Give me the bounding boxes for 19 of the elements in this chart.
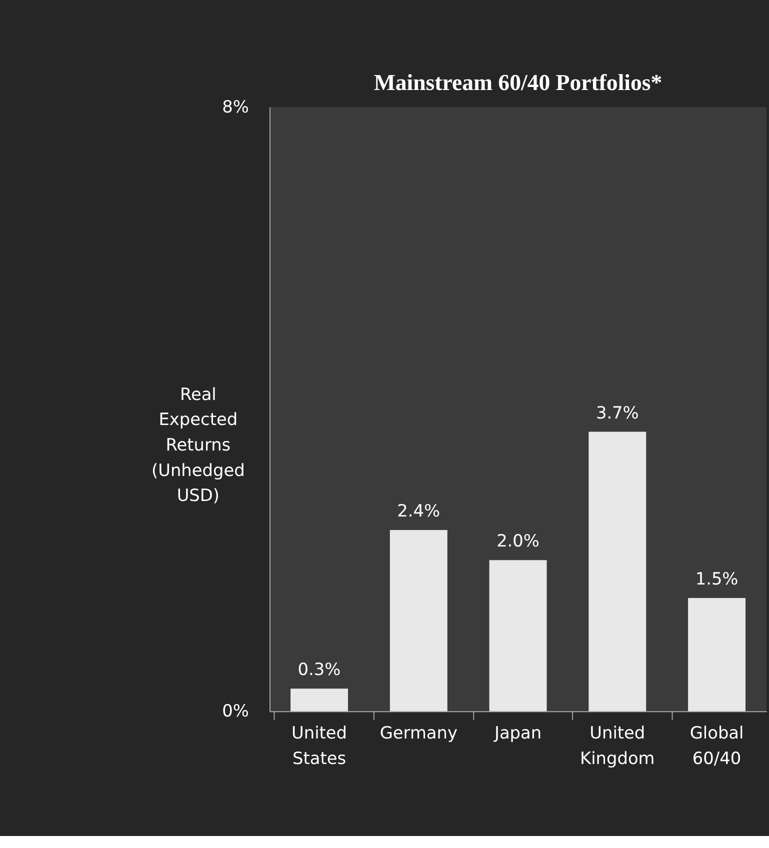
y-axis-title: Real Expected Returns (Unhedged USD) (152, 384, 245, 506)
x-tick-label: Japan (493, 722, 542, 743)
bar (489, 560, 547, 712)
x-tick-label: United States (292, 722, 348, 768)
bar (390, 530, 448, 712)
data-label: 2.0% (496, 530, 540, 551)
bar (290, 688, 348, 712)
chart-title: Mainstream 60/40 Portfolios* (374, 70, 662, 96)
data-label: 2.4% (397, 500, 440, 520)
x-tick-label: Germany (380, 722, 458, 743)
data-label: 1.5% (695, 568, 738, 588)
y-tick-label: 0% (222, 700, 249, 721)
bar (688, 598, 746, 712)
bar (588, 432, 646, 712)
data-label: 3.7% (596, 402, 639, 422)
x-tick-label: United Kingdom (580, 722, 655, 768)
y-tick-label: 8% (222, 96, 249, 117)
x-tick-label: Global 60/40 (690, 722, 744, 768)
data-label: 0.3% (298, 659, 341, 680)
